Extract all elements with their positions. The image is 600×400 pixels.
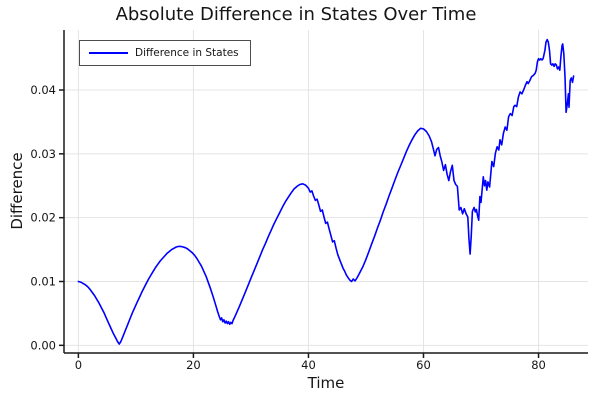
legend-label: Difference in States: [135, 47, 239, 59]
legend: Difference in States: [79, 40, 251, 66]
x-tick-label: 60: [416, 358, 431, 372]
y-tick-label: 0.01: [30, 275, 56, 289]
x-tick-label: 20: [186, 358, 201, 372]
y-tick-label: 0.02: [30, 211, 56, 225]
y-axis-label: Difference: [8, 152, 26, 230]
chart-title: Absolute Difference in States Over Time: [115, 4, 477, 25]
x-tick-label: 0: [75, 358, 82, 372]
series-line: [77, 38, 575, 345]
x-tick-label: 80: [531, 358, 546, 372]
y-tick-label: 0.00: [30, 338, 56, 352]
y-tick-label: 0.04: [30, 83, 56, 97]
x-tick-label: 40: [301, 358, 316, 372]
y-tick-label: 0.03: [30, 147, 56, 161]
x-axis-label: Time: [307, 374, 345, 392]
legend-line-sample: [89, 52, 128, 54]
